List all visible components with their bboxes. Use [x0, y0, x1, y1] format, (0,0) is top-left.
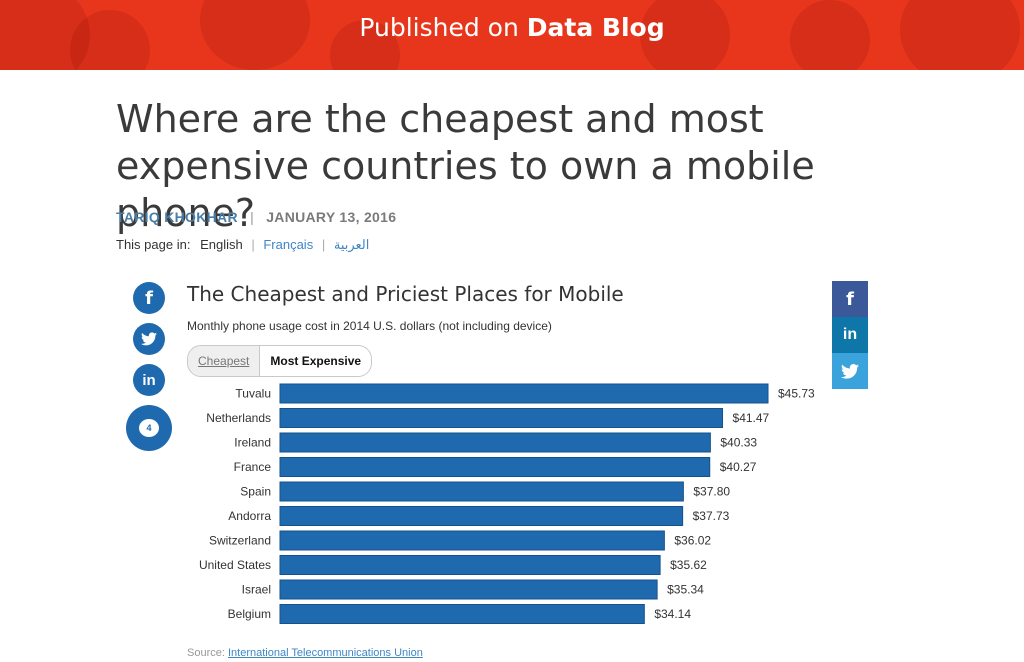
bar[interactable] [279, 604, 645, 624]
language-divider: | [321, 237, 326, 252]
linkedin-share-square[interactable]: in [832, 317, 868, 353]
value-label: $45.73 [778, 387, 815, 401]
author-link[interactable]: TARIQ KHOKHAR [116, 209, 238, 225]
bar[interactable] [279, 383, 769, 404]
banner-decoration [640, 0, 730, 70]
value-label: $37.73 [693, 509, 730, 523]
language-divider: | [251, 237, 255, 252]
tab-most-expensive[interactable]: Most Expensive [259, 346, 372, 376]
tab-cheapest[interactable]: Cheapest [188, 346, 260, 376]
bar[interactable] [279, 457, 711, 477]
publish-date: JANUARY 13, 2016 [266, 209, 397, 225]
facebook-share-square[interactable]: f [832, 281, 868, 317]
category-label: Netherlands [206, 411, 271, 425]
language-label: This page in: [116, 237, 191, 252]
category-label: Switzerland [209, 534, 271, 548]
chart-source: Source: International Telecommunications… [187, 647, 423, 659]
language-current: English [200, 237, 243, 252]
banner-decoration [330, 20, 400, 70]
banner-decoration [790, 0, 870, 70]
category-label: Spain [240, 485, 271, 499]
bar[interactable] [279, 432, 711, 453]
banner-decoration [900, 0, 1020, 70]
twitter-share-square[interactable] [832, 353, 868, 389]
category-label: Belgium [228, 607, 271, 621]
value-label: $34.14 [654, 607, 691, 621]
bar[interactable] [279, 506, 684, 526]
value-label: $36.02 [674, 534, 711, 548]
bar[interactable] [279, 481, 684, 502]
twitter-icon [841, 363, 859, 379]
value-label: $40.27 [720, 460, 757, 474]
banner-decoration [70, 10, 150, 70]
twitter-icon [141, 332, 157, 346]
category-label: United States [199, 558, 271, 572]
category-label: Ireland [234, 436, 271, 450]
bar-chart: Tuvalu $45.73 Netherlands $41.47 Ireland $40.… [199, 383, 815, 624]
language-link-arabic[interactable]: العربية [333, 237, 370, 252]
language-link-french[interactable]: Français [263, 237, 314, 252]
byline-separator: | [250, 209, 254, 225]
linkedin-icon: in [842, 326, 858, 343]
category-label: France [234, 460, 272, 474]
comment-icon: 4 [139, 419, 159, 437]
banner-blog-name[interactable]: Data Blog [526, 13, 665, 42]
banner-title[interactable]: Published on Data Blog [0, 0, 1024, 56]
value-label: $41.47 [733, 411, 770, 425]
category-label: Tuvalu [235, 387, 271, 401]
value-label: $37.80 [693, 485, 730, 499]
banner-lead-text: Published on [359, 13, 519, 42]
value-label: $40.33 [720, 436, 757, 450]
chart-subtitle: Monthly phone usage cost in 2014 U.S. do… [187, 319, 552, 333]
byline: TARIQ KHOKHAR | JANUARY 13, 2016 [116, 209, 396, 225]
language-switcher: This page in: English | Français | العرب… [116, 237, 369, 253]
linkedin-icon: in [142, 371, 156, 389]
facebook-icon: f [846, 288, 854, 310]
banner: Published on Data Blog [0, 0, 1024, 70]
bar[interactable] [279, 530, 665, 551]
source-label: Source: [187, 647, 225, 659]
linkedin-share-button[interactable]: in [133, 364, 165, 396]
bar[interactable] [279, 555, 661, 575]
bar[interactable] [279, 579, 658, 600]
facebook-icon: f [145, 287, 153, 309]
comment-count: 4 [146, 423, 152, 433]
twitter-share-button[interactable] [133, 323, 165, 355]
banner-decoration [0, 0, 90, 70]
facebook-share-button[interactable]: f [133, 282, 165, 314]
article-headline: Where are the cheapest and most expensiv… [116, 97, 815, 235]
bar[interactable] [279, 408, 724, 428]
value-label: $35.62 [670, 558, 707, 572]
category-label: Israel [242, 583, 271, 597]
value-label: $35.34 [667, 583, 704, 597]
share-column-right: f in [832, 281, 868, 389]
chart-toggle: Cheapest Most Expensive [187, 345, 373, 377]
comments-button[interactable]: 4 [126, 405, 172, 451]
source-link[interactable]: International Telecommunications Union [227, 647, 423, 659]
chart-title: The Cheapest and Priciest Places for Mob… [187, 282, 624, 306]
category-label: Andorra [228, 509, 271, 523]
